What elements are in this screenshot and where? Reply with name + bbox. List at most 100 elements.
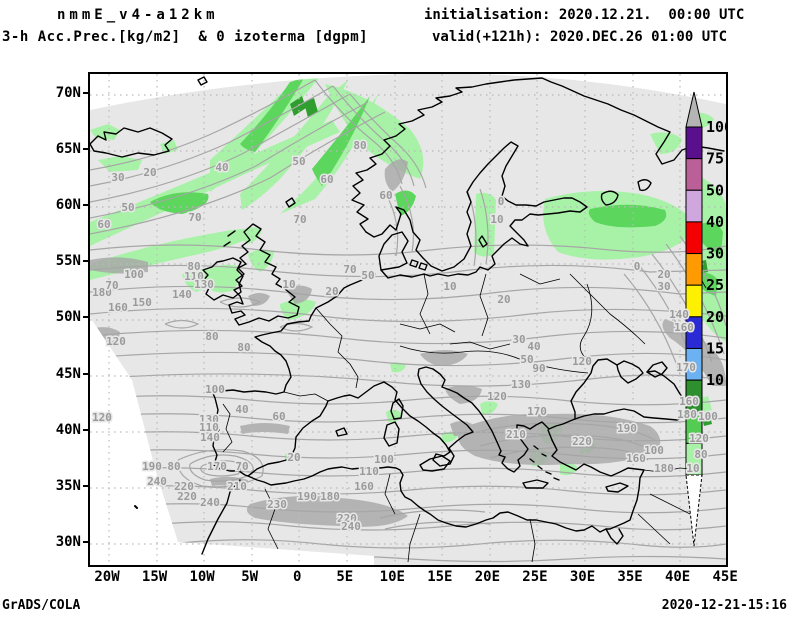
lat-tick-label: 60N — [55, 197, 81, 214]
contour-value-label: 220 — [337, 512, 357, 525]
grads-credit: GrADS/COLA — [2, 598, 81, 613]
colorbar-value-label: 50 — [706, 181, 724, 199]
lat-tick-label: 70N — [55, 85, 81, 101]
lat-tick-mark — [83, 540, 88, 543]
lon-tick-label: 20W — [94, 569, 120, 585]
lon-tick-label: 5E — [336, 569, 354, 585]
contour-value-label: 240 — [200, 496, 220, 509]
contour-value-label: 190 — [297, 490, 317, 503]
lon-tick-label: 30E — [569, 569, 596, 585]
init-time-label: initialisation: 2020.12.21. 00:00 UTC — [424, 7, 745, 23]
contour-value-label: 150 — [132, 296, 152, 309]
contour-value-label: 70 — [105, 279, 118, 292]
lat-tick-label: 50N — [55, 309, 81, 326]
contour-value-label: 180 — [677, 408, 697, 421]
contour-value-label: 120 — [487, 390, 507, 403]
lon-tick-label: 35E — [617, 569, 643, 585]
contour-value-label: 20 — [287, 451, 300, 464]
lat-tick-label: 30N — [55, 533, 81, 550]
contour-value-label: 110 — [184, 270, 204, 283]
contour-value-label: 100 — [124, 268, 144, 281]
contour-value-label: 20 — [497, 293, 510, 306]
contour-value-label: 80 — [167, 460, 180, 473]
colorbar-value-label: 20 — [706, 308, 724, 326]
colorbar-segment — [685, 126, 703, 160]
contour-value-label: 140 — [172, 288, 192, 301]
contour-value-label: 0 — [634, 260, 641, 273]
contour-value-label: 10 — [443, 280, 456, 293]
contour-value-label: 160 — [108, 301, 128, 314]
contour-line-layer — [89, 79, 727, 563]
contour-value-label: 40 — [215, 161, 228, 174]
colorbar-value-label: 25 — [706, 276, 724, 294]
lon-tick-label: 10W — [189, 569, 215, 585]
contour-value-label: 50 — [361, 269, 374, 282]
field-title: 3-h Acc.Prec.[kg/m2] & 0 izoterma [dgpm] — [2, 29, 369, 45]
model-title: nmmE_v4-a12km — [57, 7, 219, 23]
contour-value-label: 50 — [292, 155, 305, 168]
contour-value-label: 190 — [617, 422, 637, 435]
contour-value-label: 60 — [272, 410, 285, 423]
colorbar-value-label: 30 — [706, 245, 724, 263]
contour-value-label: 160 — [354, 480, 374, 493]
contour-value-label: 130 — [511, 378, 531, 391]
contour-value-label: 20 — [325, 285, 338, 298]
lon-tick-label: 15E — [427, 569, 453, 585]
lon-tick-label: 20E — [474, 569, 501, 585]
contour-value-label: 110 — [359, 465, 379, 478]
contour-value-label: 120 — [572, 355, 592, 368]
contour-value-label: 160 — [674, 321, 694, 334]
contour-value-label: 170 — [676, 361, 696, 374]
contour-value-label: 80 — [187, 260, 200, 273]
coastline-layer — [89, 76, 725, 555]
contour-value-label: 110 — [199, 421, 219, 434]
colorbar-segment — [685, 158, 703, 191]
colorbar-segment — [685, 189, 703, 223]
lon-tick-label: 25E — [522, 569, 548, 585]
contour-value-label: 60 — [320, 173, 333, 186]
colorbar-value-label: 10 — [706, 371, 724, 389]
contour-value-label: 160 — [626, 452, 646, 465]
contour-value-label: 100 — [205, 383, 225, 396]
contour-value-label: 40 — [235, 403, 248, 416]
contour-value-label: 120 — [689, 432, 709, 445]
contour-value-label: 70 — [235, 460, 248, 473]
contour-value-label: 100 — [374, 453, 394, 466]
contour-value-label: 50 — [121, 201, 134, 214]
lon-tick-label: 45E — [712, 569, 738, 585]
lat-tick-mark — [83, 484, 88, 487]
lat-tick-mark — [83, 316, 88, 319]
contour-value-label: 140 — [669, 308, 689, 321]
contour-value-label: 90 — [532, 362, 545, 375]
contour-value-label: 80 — [353, 139, 366, 152]
contour-value-label: 30 — [657, 280, 670, 293]
contour-value-label: 220 — [177, 490, 197, 503]
contour-value-label: 70 — [343, 263, 356, 276]
colorbar-value-label: 15 — [706, 339, 724, 357]
lat-tick-mark — [83, 428, 88, 431]
creation-timestamp: 2020-12-21-15:16 — [661, 598, 787, 613]
contour-value-label: 10 — [282, 278, 295, 291]
contour-value-label: 220 — [572, 435, 592, 448]
contour-value-label: 30 — [111, 171, 124, 184]
contour-value-label: 120 — [106, 335, 126, 348]
colorbar-arrow-down — [685, 474, 703, 547]
contour-value-label: 180 — [654, 462, 674, 475]
contour-value-label: 20 — [143, 166, 156, 179]
contour-value-label: 60 — [97, 218, 110, 231]
contour-value-label: 170 — [207, 460, 227, 473]
contour-value-label: 180 — [92, 286, 112, 299]
contour-value-label: 190 — [142, 460, 162, 473]
contour-value-label: 100 — [644, 444, 664, 457]
lat-tick-mark — [83, 148, 88, 151]
colorbar-segment — [685, 221, 703, 255]
contour-value-label: 70 — [188, 211, 201, 224]
contour-value-label: 60 — [379, 189, 392, 202]
contour-value-label: 80 — [205, 330, 218, 343]
lat-tick-label: 55N — [55, 253, 81, 270]
map-canvas: 1007550403025201510 30204050806060707060… — [88, 72, 733, 567]
lat-tick-label: 35N — [55, 477, 81, 494]
contour-value-label: 10 — [686, 462, 699, 475]
contour-value-label: 160 — [679, 395, 699, 408]
